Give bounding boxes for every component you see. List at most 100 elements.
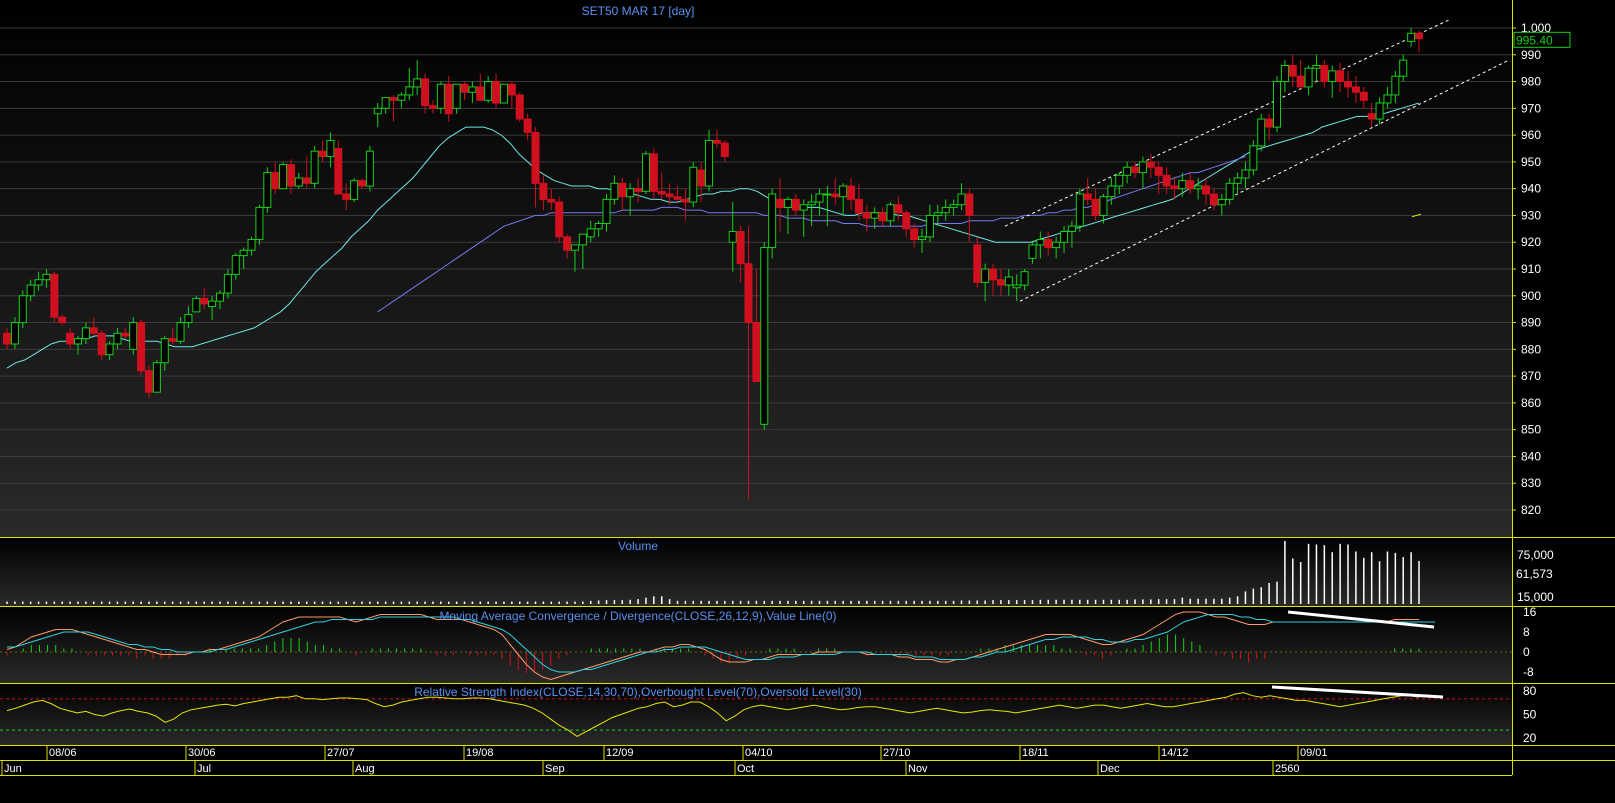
candle[interactable] [910, 223, 919, 248]
candle[interactable] [665, 183, 674, 205]
candle[interactable] [1170, 177, 1179, 200]
candle[interactable] [484, 76, 493, 103]
candle[interactable] [839, 183, 848, 216]
candle[interactable] [1241, 161, 1250, 189]
candle[interactable] [1028, 242, 1037, 264]
candle[interactable] [1209, 188, 1218, 211]
candle[interactable] [18, 290, 27, 328]
candle[interactable] [1091, 188, 1100, 221]
candle[interactable] [555, 196, 564, 243]
candle[interactable] [673, 185, 682, 203]
candle[interactable] [413, 60, 422, 95]
candle[interactable] [815, 188, 824, 216]
candle[interactable] [1052, 236, 1061, 259]
candle[interactable] [1083, 177, 1092, 205]
candle[interactable] [1162, 167, 1171, 195]
candle[interactable] [649, 148, 658, 200]
candle[interactable] [1257, 113, 1266, 152]
candle[interactable] [657, 172, 666, 200]
candle[interactable] [121, 327, 130, 339]
candle[interactable] [342, 183, 351, 211]
candle[interactable] [263, 167, 272, 213]
candle[interactable] [294, 172, 303, 189]
candle[interactable] [539, 175, 548, 211]
candle[interactable] [1233, 172, 1242, 195]
candle[interactable] [799, 199, 808, 237]
candle[interactable] [681, 188, 690, 221]
candle[interactable] [50, 271, 59, 323]
candle[interactable] [1123, 161, 1132, 184]
candle[interactable] [523, 113, 532, 141]
candle[interactable] [547, 188, 556, 211]
candle[interactable] [894, 196, 903, 221]
candle[interactable] [1288, 54, 1297, 87]
candle[interactable] [129, 317, 138, 355]
candle[interactable] [728, 202, 737, 272]
candle[interactable] [428, 100, 437, 114]
candle[interactable] [1146, 153, 1155, 178]
candle[interactable] [1107, 177, 1116, 205]
candle[interactable] [144, 365, 153, 398]
candle[interactable] [1131, 161, 1140, 178]
candle[interactable] [1375, 97, 1384, 125]
candle[interactable] [618, 177, 627, 211]
candle[interactable] [957, 183, 966, 211]
candle[interactable] [1115, 172, 1124, 195]
candle[interactable] [381, 97, 390, 114]
candle[interactable] [350, 177, 359, 203]
candle[interactable] [73, 335, 82, 355]
candle[interactable] [1249, 140, 1258, 176]
candle[interactable] [1060, 226, 1069, 253]
candle[interactable] [34, 271, 43, 291]
candle[interactable] [752, 269, 761, 382]
candle[interactable] [925, 204, 934, 243]
candle[interactable] [405, 68, 414, 101]
candle[interactable] [1020, 269, 1029, 291]
candle[interactable] [736, 226, 745, 283]
candle[interactable] [1336, 62, 1345, 93]
candle[interactable] [1217, 194, 1226, 216]
candle[interactable] [208, 295, 217, 320]
candle[interactable] [373, 102, 382, 128]
candle[interactable] [626, 183, 635, 216]
candle[interactable] [610, 175, 619, 205]
candle[interactable] [152, 360, 161, 393]
candle[interactable] [1067, 220, 1076, 248]
candle[interactable] [697, 161, 706, 203]
candle[interactable] [58, 314, 67, 326]
candle[interactable] [97, 330, 106, 361]
candle[interactable] [1280, 60, 1289, 93]
candle[interactable] [1036, 231, 1045, 259]
candle[interactable] [949, 199, 958, 216]
candle[interactable] [247, 236, 256, 256]
candle[interactable] [176, 317, 185, 344]
candle[interactable] [1138, 156, 1147, 189]
candle[interactable] [1312, 54, 1321, 82]
candle[interactable] [918, 228, 927, 253]
candle[interactable] [334, 140, 343, 195]
candle[interactable] [933, 204, 942, 227]
candle[interactable] [476, 73, 485, 101]
candle[interactable] [1320, 60, 1329, 87]
candle[interactable] [602, 194, 611, 232]
candle[interactable] [1194, 177, 1203, 200]
candle[interactable] [1367, 102, 1376, 128]
candle[interactable] [397, 92, 406, 109]
candle[interactable] [594, 220, 603, 237]
candle[interactable] [279, 161, 288, 190]
candle[interactable] [1391, 70, 1400, 103]
candle[interactable] [200, 287, 209, 310]
candle[interactable] [1186, 172, 1195, 195]
candle[interactable] [436, 81, 445, 114]
candle[interactable] [231, 252, 240, 280]
candle[interactable] [452, 83, 461, 114]
candle[interactable] [870, 207, 879, 229]
candle[interactable] [160, 335, 169, 371]
candle[interactable] [1225, 177, 1234, 205]
candle[interactable] [563, 234, 572, 259]
candle[interactable] [357, 177, 366, 189]
candle[interactable] [460, 81, 469, 101]
candle[interactable] [239, 247, 248, 269]
candle[interactable] [255, 204, 264, 245]
